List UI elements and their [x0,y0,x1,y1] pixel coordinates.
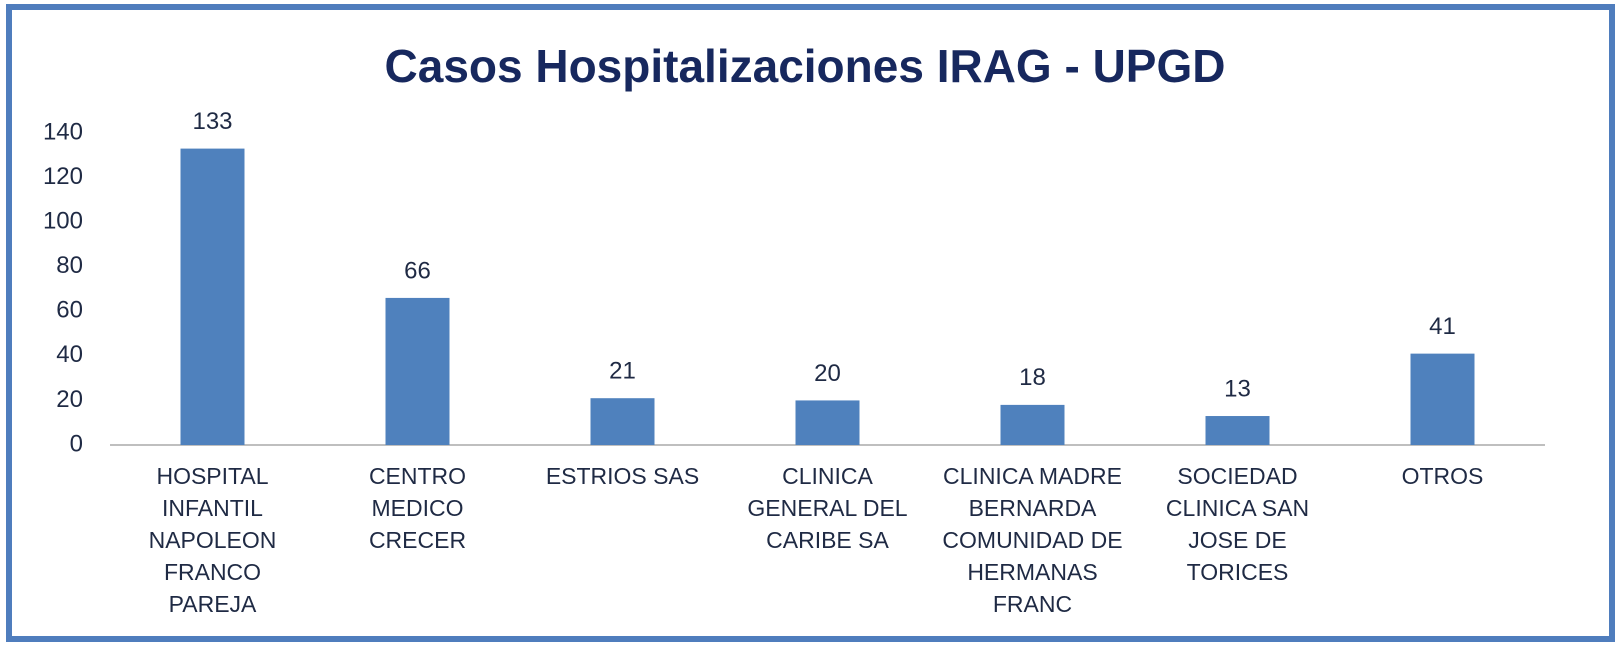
y-tick-label: 140 [43,118,83,145]
y-tick-label: 60 [56,297,83,324]
x-tick-label: SOCIEDAD CLINICA SAN JOSE DE TORICES [1165,463,1310,585]
data-label: 21 [609,358,636,385]
y-tick-label: 0 [70,430,83,457]
data-label: 133 [192,108,232,135]
chart-title: Casos Hospitalizaciones IRAG - UPGD [385,40,1226,92]
x-tick-label: CLINICA MADRE BERNARDA COMUNIDAD DE HERM… [942,463,1123,617]
bar [1000,404,1065,445]
y-tick-label: 80 [56,252,83,279]
y-tick-label: 40 [56,341,83,368]
y-tick-label: 100 [43,207,83,234]
bar [795,400,860,445]
chart-frame [6,4,1615,642]
bar [180,148,245,445]
bar [385,297,450,445]
data-label: 41 [1429,313,1456,340]
y-tick-label: 120 [43,163,83,190]
x-tick-label: CLINICA GENERAL DEL CARIBE SA [747,463,908,553]
bar [590,398,655,445]
data-label: 18 [1019,364,1046,391]
data-label: 66 [404,257,431,284]
x-tick-label: CENTRO MEDICO CRECER [368,463,467,553]
x-tick-label: OTROS [1401,463,1484,489]
data-label: 20 [814,360,841,387]
bar [1410,353,1475,445]
bar [1205,416,1270,445]
data-label: 13 [1224,375,1251,402]
x-tick-label: HOSPITAL INFANTIL NAPOLEON FRANCO PAREJA [148,463,277,617]
x-tick-label: ESTRIOS SAS [545,463,700,489]
y-tick-label: 20 [56,386,83,413]
